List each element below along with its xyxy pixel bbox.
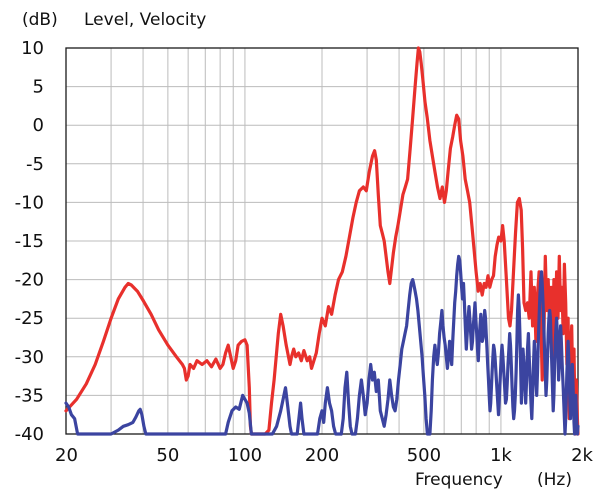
x-tick-label: 1k <box>490 445 512 466</box>
y-axis-unit: (dB) <box>22 10 58 30</box>
y-tick-label: 10 <box>21 38 44 59</box>
y-tick-label: -35 <box>15 385 44 406</box>
x-tick-label: 200 <box>305 445 339 466</box>
x-tick-label: 50 <box>156 445 179 466</box>
y-tick-label: -25 <box>15 308 44 329</box>
y-tick-label: -30 <box>15 347 44 368</box>
y-tick-label: 0 <box>33 115 44 136</box>
y-tick-label: 5 <box>33 77 44 98</box>
y-tick-labels: 10 5 0 -5 -10 -15 -20 -25 -30 -35 -40 <box>15 38 44 445</box>
x-axis-unit: (Hz) <box>537 470 572 490</box>
series-line-2 <box>64 254 580 436</box>
x-tick-label: 500 <box>407 445 441 466</box>
x-axis-title: Frequency <box>415 470 503 490</box>
x-tick-label: 100 <box>228 445 262 466</box>
plot-frame <box>65 47 579 435</box>
series-group <box>64 46 580 436</box>
x-tick-label: 20 <box>55 445 78 466</box>
y-tick-label: -5 <box>26 154 44 175</box>
y-tick-label: -40 <box>15 424 44 445</box>
y-axis-title: Level, Velocity <box>84 10 206 30</box>
x-tick-label: 2k <box>571 445 593 466</box>
y-tick-label: -10 <box>15 192 44 213</box>
x-tick-labels: 20 50 100 200 500 1k 2k <box>55 445 594 466</box>
y-tick-label: -20 <box>15 270 44 291</box>
y-tick-label: -15 <box>15 231 44 252</box>
